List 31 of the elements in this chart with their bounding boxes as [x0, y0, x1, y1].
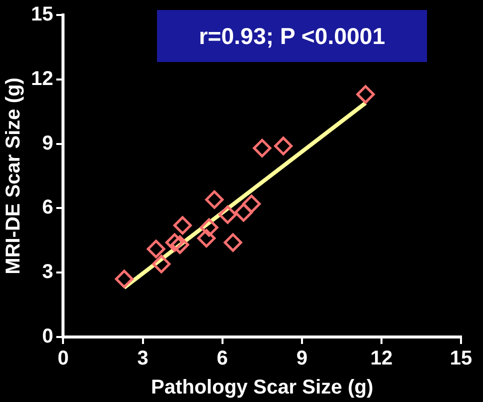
- point: [197, 229, 216, 248]
- x-tick-label: 3: [137, 348, 148, 370]
- point: [200, 218, 218, 237]
- point: [170, 235, 190, 254]
- point: [165, 233, 184, 252]
- y-tick-label: 15: [30, 4, 54, 26]
- x-tick-label: 6: [216, 348, 228, 370]
- point: [152, 254, 171, 274]
- y-tick-label: 9: [42, 132, 54, 154]
- y-tick-label: 6: [42, 196, 54, 219]
- y-tick-label: 0: [42, 326, 54, 348]
- y-tick-label: 12: [30, 68, 54, 90]
- point: [356, 85, 375, 104]
- point: [224, 233, 242, 252]
- point: [252, 138, 272, 158]
- x-tick-label: 15: [450, 348, 472, 370]
- x-tick-label: 0: [58, 348, 69, 370]
- point: [242, 194, 261, 214]
- point: [234, 203, 253, 222]
- x-tick-label: 9: [296, 348, 308, 370]
- point: [146, 240, 166, 258]
- point: [205, 190, 224, 209]
- point: [218, 205, 237, 224]
- point: [114, 270, 134, 288]
- y-tick-label: 3: [42, 261, 54, 284]
- point: [274, 136, 293, 156]
- point: [173, 216, 192, 235]
- y-axis-title: MRI-DE Scar Size (g): [2, 78, 25, 274]
- x-axis-title: Pathology Scar Size (g): [150, 376, 374, 399]
- x-tick-label: 12: [370, 348, 393, 370]
- note-box: r=0.93; P <0.0001: [157, 10, 427, 62]
